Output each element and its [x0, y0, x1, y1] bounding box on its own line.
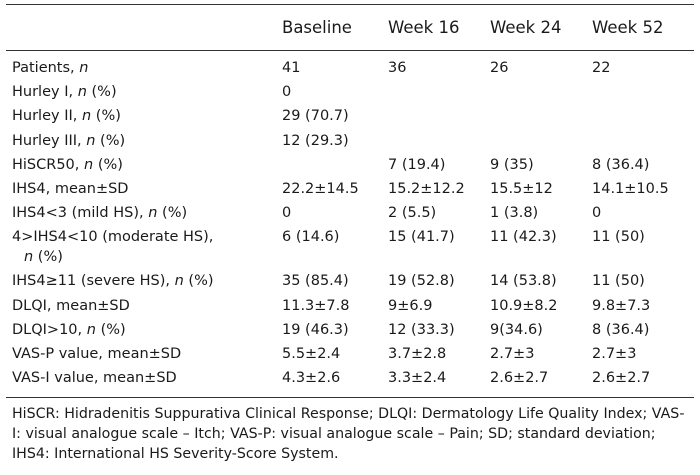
row-label: DLQI, mean±SD: [12, 297, 130, 314]
table-row: IHS4≥11 (severe HS), n (%) 35 (85.4) 19 …: [12, 269, 688, 293]
table-row: DLQI, mean±SD 11.3±7.8 9±6.9 10.9±8.2 9.…: [12, 294, 688, 318]
cell-week-16: 36: [388, 60, 407, 76]
cell-week-52: 2.6±2.7: [592, 370, 651, 387]
cell-week-24: 10.9±8.2: [490, 297, 558, 314]
top-rule: [6, 4, 694, 5]
row-label: VAS-P value, mean±SD: [12, 346, 182, 363]
cell-week-24: 15.5±12: [490, 181, 553, 198]
table-row: VAS-P value, mean±SD 5.5±2.4 3.7±2.8 2.7…: [12, 342, 688, 366]
table-row: Hurley III, n (%) 12 (29.3): [12, 129, 688, 153]
row-label: IHS4, mean±SD: [12, 181, 129, 198]
header-rule: [6, 50, 694, 51]
cell-week-52: 11 (50): [592, 273, 645, 290]
cell-baseline: 11.3±7.8: [282, 297, 350, 314]
cell-week-16: 3.7±2.8: [388, 346, 447, 363]
cell-week-16: 3.3±2.4: [388, 370, 447, 387]
cell-week-16: 9±6.9: [388, 297, 433, 314]
bottom-rule: [6, 397, 694, 398]
row-label: VAS-I value, mean±SD: [12, 370, 177, 387]
cell-week-52: 8 (36.4): [592, 156, 650, 173]
row-label: DLQI>10, n (%): [12, 321, 126, 338]
cell-week-24: 9(34.6): [490, 321, 543, 338]
cell-week-52: 22: [592, 60, 611, 76]
cell-week-52: [592, 80, 688, 104]
cell-baseline: [282, 153, 388, 177]
table-row: VAS-I value, mean±SD 4.3±2.6 3.3±2.4 2.6…: [12, 366, 688, 390]
cell-week-52: 9.8±7.3: [592, 297, 651, 314]
cell-week-24: [490, 129, 592, 153]
cell-week-16: [388, 104, 490, 128]
cell-baseline: 12 (29.3): [282, 132, 349, 149]
cell-baseline: 35 (85.4): [282, 273, 349, 290]
cell-week-24: 14 (53.8): [490, 273, 557, 290]
header-baseline: Baseline: [282, 18, 352, 37]
cell-week-16: 15.2±12.2: [388, 181, 465, 198]
results-table: Baseline Week 16 Week 24 Week 52 Patient…: [12, 5, 688, 390]
table-row: HiSCR50, n (%) 7 (19.4) 9 (35) 8 (36.4): [12, 153, 688, 177]
cell-week-24: 2.7±3: [490, 346, 535, 363]
cell-week-24: 11 (42.3): [490, 229, 557, 246]
header-row: Baseline Week 16 Week 24 Week 52: [12, 5, 688, 51]
cell-week-24: [490, 80, 592, 104]
table-row: 4>IHS4<10 (moderate HS), n (%) 6 (14.6) 1…: [12, 225, 688, 269]
cell-week-16: [388, 80, 490, 104]
table-row: Hurley II, n (%) 29 (70.7): [12, 104, 688, 128]
cell-week-24: 26: [490, 60, 509, 76]
cell-baseline: 5.5±2.4: [282, 346, 341, 363]
row-label: IHS4≥11 (severe HS), n (%): [12, 273, 214, 290]
table-row: Patients, n 41 36 26 22: [12, 51, 688, 80]
table-row: Hurley I, n (%) 0: [12, 80, 688, 104]
cell-baseline: 4.3±2.6: [282, 370, 341, 387]
cell-week-52: 8 (36.4): [592, 321, 650, 338]
cell-week-16: 2 (5.5): [388, 205, 437, 222]
cell-week-16: [388, 129, 490, 153]
cell-week-24: 2.6±2.7: [490, 370, 549, 387]
cell-baseline: 0: [282, 205, 292, 222]
header-blank: [12, 5, 282, 51]
header-week-52: Week 52: [592, 18, 664, 37]
cell-week-52: 11 (50): [592, 229, 645, 246]
row-label: 4>IHS4<10 (moderate HS), n (%): [12, 229, 214, 266]
cell-week-52: 0: [592, 205, 602, 222]
cell-baseline: 22.2±14.5: [282, 181, 359, 198]
cell-week-24: [490, 104, 592, 128]
row-label: Hurley II, n (%): [12, 108, 121, 125]
cell-week-16: 12 (33.3): [388, 321, 455, 338]
header-week-24: Week 24: [490, 18, 562, 37]
table-footnote: HiSCR: Hidradenitis Suppurativa Clinical…: [12, 406, 685, 462]
row-label: Patients, n: [12, 60, 89, 76]
cell-week-52: [592, 104, 688, 128]
cell-week-16: 19 (52.8): [388, 273, 455, 290]
cell-week-52: 2.7±3: [592, 346, 637, 363]
cell-week-52: 14.1±10.5: [592, 181, 669, 198]
row-label: IHS4<3 (mild HS), n (%): [12, 205, 188, 222]
row-label: HiSCR50, n (%): [12, 156, 123, 173]
cell-week-16: 15 (41.7): [388, 229, 455, 246]
cell-baseline: 6 (14.6): [282, 229, 340, 246]
cell-week-24: 9 (35): [490, 156, 534, 173]
cell-week-24: 1 (3.8): [490, 205, 539, 222]
row-label: Hurley III, n (%): [12, 132, 126, 149]
table-row: IHS4<3 (mild HS), n (%) 0 2 (5.5) 1 (3.8…: [12, 201, 688, 225]
table-row: IHS4, mean±SD 22.2±14.5 15.2±12.2 15.5±1…: [12, 177, 688, 201]
cell-baseline: 19 (46.3): [282, 321, 349, 338]
header-week-16: Week 16: [388, 18, 460, 37]
cell-baseline: 0: [282, 84, 292, 101]
row-label: Hurley I, n (%): [12, 84, 117, 101]
cell-week-16: 7 (19.4): [388, 156, 446, 173]
table-row: DLQI>10, n (%) 19 (46.3) 12 (33.3) 9(34.…: [12, 318, 688, 342]
cell-week-52: [592, 129, 688, 153]
cell-baseline: 29 (70.7): [282, 108, 349, 125]
cell-baseline: 41: [282, 60, 301, 76]
